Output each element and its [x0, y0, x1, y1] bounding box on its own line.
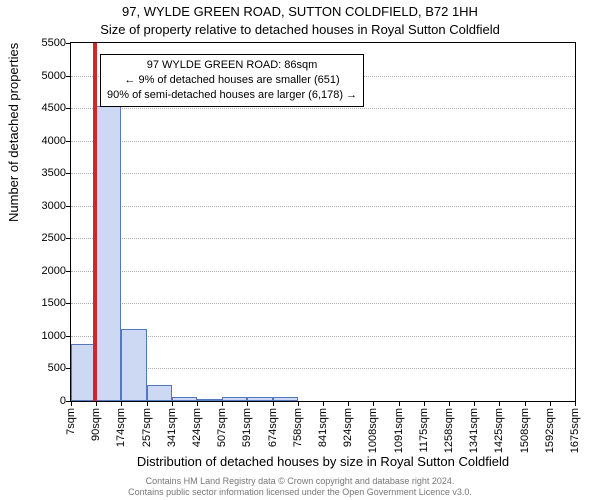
x-tick-label: 841sqm [317, 408, 329, 447]
x-tick-label: 424sqm [191, 408, 203, 447]
histogram-bar [197, 399, 222, 401]
y-tick-mark [66, 141, 70, 142]
x-tick-label: 90sqm [90, 408, 102, 441]
x-tick-label: 924sqm [342, 408, 354, 447]
x-tick-mark [575, 402, 576, 406]
x-tick-mark [424, 402, 425, 406]
footer-line-2: Contains public sector information licen… [0, 487, 600, 498]
x-tick-label: 507sqm [216, 408, 228, 447]
x-tick-mark [172, 402, 173, 406]
x-tick-label: 7sqm [65, 408, 77, 435]
y-tick-label: 3500 [26, 167, 66, 179]
histogram-bar [96, 106, 121, 402]
highlight-marker [93, 43, 97, 401]
histogram-bar [247, 397, 272, 401]
y-tick-mark [66, 76, 70, 77]
x-tick-mark [197, 402, 198, 406]
x-tick-mark [222, 402, 223, 406]
x-tick-label: 1341sqm [468, 408, 480, 453]
gridline-h [71, 173, 575, 174]
x-tick-mark [525, 402, 526, 406]
x-tick-mark [499, 402, 500, 406]
title-line-1: 97, WYLDE GREEN ROAD, SUTTON COLDFIELD, … [0, 4, 600, 19]
x-tick-mark [247, 402, 248, 406]
y-tick-label: 3000 [26, 200, 66, 212]
y-tick-label: 5500 [26, 37, 66, 49]
y-tick-mark [66, 206, 70, 207]
annotation-box: 97 WYLDE GREEN ROAD: 86sqm← 9% of detach… [100, 54, 364, 107]
histogram-bar [147, 385, 172, 401]
x-tick-label: 1175sqm [418, 408, 430, 452]
x-tick-mark [323, 402, 324, 406]
x-tick-mark [71, 402, 72, 406]
y-tick-mark [66, 336, 70, 337]
x-tick-label: 1008sqm [367, 408, 379, 453]
x-tick-mark [399, 402, 400, 406]
x-tick-label: 341sqm [166, 408, 178, 447]
y-tick-label: 0 [26, 395, 66, 407]
gridline-h [71, 368, 575, 369]
y-tick-mark [66, 303, 70, 304]
x-tick-mark [348, 402, 349, 406]
y-tick-mark [66, 238, 70, 239]
x-axis-label: Distribution of detached houses by size … [70, 454, 576, 469]
x-tick-label: 758sqm [292, 408, 304, 447]
x-tick-label: 1258sqm [443, 408, 455, 453]
x-tick-mark [474, 402, 475, 406]
y-tick-mark [66, 368, 70, 369]
y-tick-label: 500 [26, 362, 66, 374]
chart-container: 97, WYLDE GREEN ROAD, SUTTON COLDFIELD, … [0, 0, 600, 500]
x-tick-label: 674sqm [267, 408, 279, 447]
histogram-bar [222, 397, 247, 401]
gridline-h [71, 206, 575, 207]
footer-attribution: Contains HM Land Registry data © Crown c… [0, 476, 600, 498]
histogram-bar [172, 397, 197, 401]
x-tick-mark [147, 402, 148, 406]
y-tick-mark [66, 401, 70, 402]
x-tick-mark [550, 402, 551, 406]
x-tick-label: 591sqm [241, 408, 253, 447]
x-tick-label: 1508sqm [519, 408, 531, 453]
y-axis-label: Number of detached properties [6, 43, 21, 222]
x-tick-mark [298, 402, 299, 406]
x-tick-label: 257sqm [141, 408, 153, 447]
x-tick-mark [373, 402, 374, 406]
x-tick-mark [121, 402, 122, 406]
histogram-bar [121, 329, 146, 401]
x-tick-label: 1592sqm [544, 408, 556, 453]
title-line-2: Size of property relative to detached ho… [0, 22, 600, 37]
histogram-bar [273, 397, 298, 401]
gridline-h [71, 108, 575, 109]
gridline-h [71, 271, 575, 272]
y-tick-label: 1500 [26, 297, 66, 309]
annotation-line: 90% of semi-detached houses are larger (… [107, 88, 357, 103]
y-tick-label: 5000 [26, 70, 66, 82]
x-tick-mark [96, 402, 97, 406]
annotation-line: 97 WYLDE GREEN ROAD: 86sqm [107, 58, 357, 73]
y-tick-label: 2500 [26, 232, 66, 244]
x-tick-mark [449, 402, 450, 406]
y-tick-mark [66, 43, 70, 44]
y-tick-label: 2000 [26, 265, 66, 277]
gridline-h [71, 336, 575, 337]
y-tick-mark [66, 271, 70, 272]
gridline-h [71, 238, 575, 239]
y-tick-mark [66, 173, 70, 174]
y-tick-label: 4000 [26, 135, 66, 147]
x-tick-label: 1425sqm [493, 408, 505, 453]
x-tick-label: 1091sqm [393, 408, 405, 453]
y-tick-label: 1000 [26, 330, 66, 342]
x-tick-label: 174sqm [115, 408, 127, 447]
annotation-line: ← 9% of detached houses are smaller (651… [107, 73, 357, 88]
y-tick-mark [66, 108, 70, 109]
y-tick-label: 4500 [26, 102, 66, 114]
footer-line-1: Contains HM Land Registry data © Crown c… [0, 476, 600, 487]
x-tick-label: 1675sqm [569, 408, 581, 453]
gridline-h [71, 141, 575, 142]
gridline-h [71, 303, 575, 304]
x-tick-mark [273, 402, 274, 406]
